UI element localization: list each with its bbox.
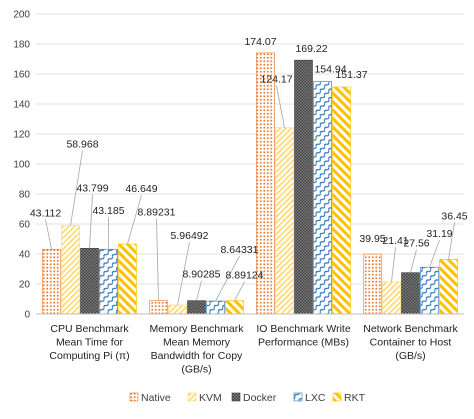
- y-tick-label: 0: [24, 310, 30, 321]
- bar-rkt-1: [225, 300, 244, 315]
- legend-label-native: Native: [141, 392, 171, 404]
- data-label-rkt: 8.89124: [226, 270, 264, 282]
- y-tick-label: 180: [13, 40, 30, 51]
- legend-swatch-lxc: [293, 392, 303, 402]
- category-label-line: Container to Host: [370, 337, 452, 349]
- data-label-leader: [391, 246, 396, 282]
- data-label-docker: 8.90285: [183, 269, 221, 281]
- y-tick-label: 200: [13, 10, 30, 21]
- legend: Native KVM Docker LXC RKT: [129, 392, 366, 404]
- category-label-line: (GB/s): [395, 350, 425, 362]
- legend-swatch-native: [129, 392, 139, 402]
- legend-swatch-rkt: [332, 392, 342, 402]
- data-label-lxc: 154.94: [314, 64, 346, 76]
- y-tick-label: 60: [19, 220, 31, 231]
- bar-rkt-2: [332, 86, 351, 315]
- category-label-line: Computing Pi (π): [49, 350, 129, 362]
- data-label-rkt: 46.649: [125, 183, 157, 195]
- data-label-leader: [70, 150, 83, 226]
- y-tick-label: 160: [13, 70, 30, 81]
- category-label-line: Performance (MBs): [258, 337, 349, 349]
- data-label-native: 174.07: [244, 36, 276, 48]
- data-label-rkt: 36.45: [441, 210, 467, 222]
- y-tick-label: 100: [13, 160, 30, 171]
- data-label-leader: [215, 255, 240, 302]
- legend-label-lxc: LXC: [305, 392, 326, 404]
- data-label-docker: 27.56: [403, 238, 429, 250]
- bar-rkt-3: [439, 259, 458, 315]
- bar-kvm-1: [168, 304, 187, 315]
- bar-kvm-2: [275, 127, 294, 315]
- data-label-leader: [89, 194, 93, 249]
- category-label-line: Mean Memory: [163, 337, 231, 349]
- bar-native-0: [42, 249, 61, 315]
- bar-lxc-3: [420, 266, 439, 315]
- data-label-leader: [276, 85, 285, 128]
- legend-label-kvm: KVM: [199, 392, 222, 404]
- data-label-leader: [177, 241, 190, 306]
- bar-docker-2: [294, 59, 313, 315]
- bar-lxc-0: [99, 248, 118, 315]
- data-label-leader: [156, 218, 159, 301]
- data-label-leader: [448, 222, 455, 260]
- data-label-kvm: 124.17: [260, 74, 292, 86]
- data-label-kvm: 58.968: [66, 139, 98, 151]
- data-label-rkt: 151.37: [335, 69, 367, 81]
- bar-lxc-2: [313, 81, 332, 315]
- data-label-leader: [45, 219, 52, 250]
- y-tick-label: 80: [19, 190, 31, 201]
- y-tick-label: 140: [13, 100, 30, 111]
- legend-label-docker: Docker: [243, 392, 277, 404]
- bar-docker-1: [187, 300, 206, 315]
- bar-native-1: [149, 300, 168, 315]
- data-label-leader: [234, 281, 245, 301]
- data-label-lxc: 8.64331: [221, 244, 259, 256]
- category-label-line: Mean Time for: [56, 337, 124, 349]
- bar-docker-0: [80, 248, 99, 315]
- legend-swatch-kvm: [187, 392, 197, 402]
- data-label-lxc: 31.19: [426, 228, 452, 240]
- data-label-leader: [429, 240, 440, 268]
- data-label-native: 43.112: [30, 207, 61, 219]
- category-label-line: CPU Benchmark: [50, 323, 129, 335]
- bar-lxc-1: [206, 300, 225, 315]
- data-label-leader: [127, 194, 142, 245]
- category-label-line: (GB/s): [181, 364, 211, 376]
- data-label-leader: [410, 249, 417, 273]
- data-label-native: 8.89231: [138, 207, 176, 219]
- bar-kvm-3: [382, 281, 401, 315]
- category-label-line: Memory Benchmark: [150, 323, 245, 335]
- category-label-line: Network Benchmark: [363, 323, 458, 335]
- y-tick-label: 120: [13, 130, 30, 141]
- legend-swatch-docker: [231, 392, 241, 402]
- bar-native-3: [363, 253, 382, 315]
- legend-label-rkt: RKT: [344, 392, 366, 404]
- bar-docker-3: [401, 272, 420, 315]
- y-axis-tick-labels: 0 20 40 60 80 100 120 140 160 180 200: [13, 10, 30, 321]
- data-label-leader: [196, 280, 202, 301]
- data-labels: 43.112 8.89231 174.07 39.95 58.968 5.96492 124…: [30, 36, 468, 282]
- data-label-docker: 169.22: [295, 43, 327, 55]
- y-tick-label: 20: [19, 280, 31, 291]
- data-label-leaders: [45, 85, 455, 306]
- category-label-line: IO Benchmark Write: [256, 323, 350, 335]
- category-label-line: Bandwidth for Copy: [151, 350, 243, 362]
- bar-rkt-0: [118, 243, 137, 315]
- y-tick-label: 40: [19, 250, 31, 261]
- data-label-docker: 43.799: [76, 182, 108, 194]
- data-label-kvm: 5.96492: [171, 230, 209, 242]
- data-label-kvm: 21.41: [382, 235, 408, 247]
- data-label-lxc: 43.185: [92, 205, 124, 217]
- bars: [42, 52, 458, 315]
- bar-kvm-0: [61, 225, 80, 315]
- data-label-native: 39.95: [359, 233, 385, 245]
